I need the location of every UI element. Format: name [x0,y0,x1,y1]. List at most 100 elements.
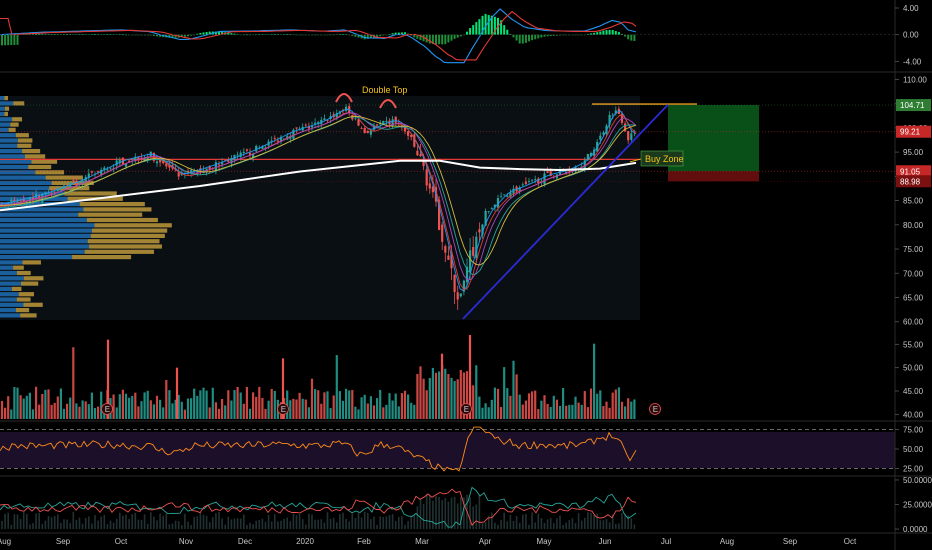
volume-bar [577,402,580,419]
macd-histogram-bar [577,34,580,36]
dmi-histogram-bar [128,519,130,530]
volume-bar [248,408,252,419]
profile-bar-volume [0,276,24,281]
volume-bar [137,406,140,419]
y-tick-label: 25.00 [903,465,924,474]
y-tick-label: 80.00 [903,221,924,230]
dmi-histogram-bar [512,521,515,530]
macd-histogram-bar [630,34,633,41]
dmi-histogram-bar [540,518,543,530]
volume-bar [493,387,496,419]
candle-body [97,171,100,173]
volume-bar [317,390,320,419]
dmi-histogram-bar [143,514,146,530]
profile-bar-volume-up [4,96,8,101]
profile-bar-volume-up [20,313,37,318]
price-tag-label: 99.21 [900,128,921,137]
dmi-histogram-bar [57,514,59,530]
x-tick-label: Sep [783,537,798,546]
volume-bar [304,399,307,419]
dmi-histogram-bar [233,518,236,530]
profile-bar-volume-up [51,180,94,185]
ma-200-white [0,159,637,212]
volume-bar [41,393,44,419]
volume-bar [521,404,524,419]
dmi-histogram-bar [13,514,16,530]
dmi-histogram-bar [106,524,109,530]
dmi-histogram-bar [500,519,502,530]
profile-bar-volume-up [12,117,23,122]
macd-histogram-bar [245,34,248,36]
dmi-histogram-bar [274,514,276,530]
volume-bar [422,378,425,419]
volume-bar [580,404,583,419]
macd-histogram-bar [404,32,406,35]
candle-body [469,250,472,273]
candle-body [124,163,128,167]
profile-bar-volume-up [17,138,33,143]
macd-histogram-bar [329,34,332,36]
dmi-histogram-bar [311,514,313,530]
trend-line [462,104,669,320]
dmi-histogram-bar [84,517,87,530]
macd-histogram-bar [180,34,183,38]
volume-bar [22,398,25,419]
earnings-marker [101,403,113,415]
profile-bar-volume [0,133,16,138]
candle-body [134,156,137,162]
profile-bar-volume-up [15,133,29,138]
volume-bar [354,406,357,419]
dmi-histogram-bar [432,500,434,530]
volume-bar [391,400,394,419]
dmi-histogram-bar [94,515,96,530]
volume-bar [425,390,428,419]
dmi-histogram-bar [119,512,121,530]
dmi-histogram-bar [69,523,71,530]
macd-histogram-bar [10,34,13,46]
price-tag-label: 88.98 [900,177,921,186]
profile-bar-volume [0,138,18,143]
volume-bar [348,390,351,419]
volume-bar [121,389,124,419]
dmi-histogram-bar [153,516,155,530]
dmi-histogram-bar [19,518,22,530]
macd-histogram-bar [66,34,69,35]
candle-body [450,254,453,269]
profile-bar-volume [0,308,17,313]
volume-spike [175,367,179,419]
dmi-histogram-bar [227,516,230,530]
macd-histogram-bar [438,34,441,45]
volume-bar [413,404,416,419]
macd-histogram-bar [187,34,189,37]
dmi-histogram-bar [354,518,357,530]
candle-body [599,135,602,140]
candle-body [614,110,617,114]
dmi-histogram-bar [264,521,267,530]
reference-lines [0,103,895,182]
macd-histogram-bar [50,34,53,35]
candle-body [177,172,180,177]
volume-bar [28,392,31,419]
dmi-histogram-bar [450,497,453,530]
volume-bar [124,393,128,419]
candle-body [217,164,221,166]
y-tick-label: -4.00 [903,57,922,66]
dmi-histogram-bar [528,524,530,530]
stop-zone [668,171,759,182]
macd-histogram-bar [134,34,137,36]
volume-bar [605,401,608,419]
dmi-histogram-bar [373,516,375,530]
dmi-histogram-bar [351,513,354,530]
dmi-histogram-bar [469,497,471,530]
volume-bar [90,392,93,419]
macd-histogram-bar [152,34,155,36]
dmi-histogram-bar [401,516,403,530]
candle-body [419,154,422,157]
dmi-histogram-bar [556,518,558,530]
dmi-histogram-bar [394,521,397,530]
candle-body [162,160,165,164]
dmi-histogram-bar [332,517,335,530]
volume-bar [295,399,298,419]
y-tick-label: 85.00 [903,197,924,206]
